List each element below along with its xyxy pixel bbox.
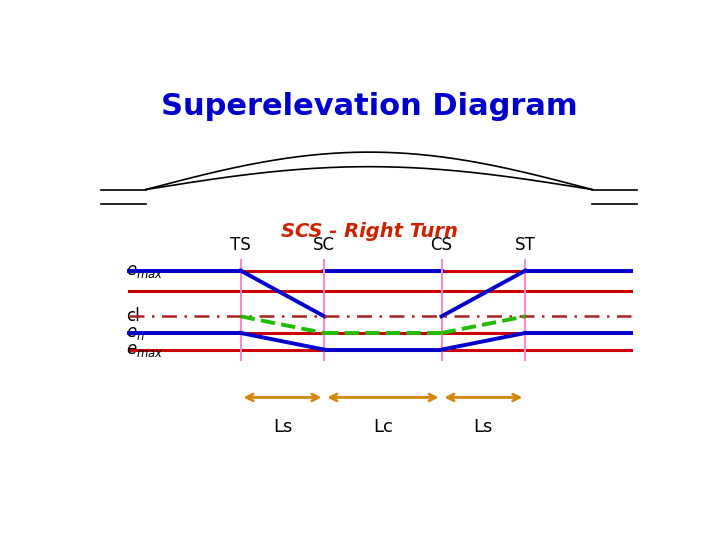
Text: Ls: Ls bbox=[273, 418, 292, 436]
Text: $e_{max}$: $e_{max}$ bbox=[126, 261, 164, 280]
Text: TS: TS bbox=[230, 236, 251, 254]
Text: cl: cl bbox=[126, 307, 140, 326]
Text: $e_n$: $e_n$ bbox=[126, 324, 145, 342]
Text: $e_{max}$: $e_{max}$ bbox=[126, 341, 164, 359]
Text: Lc: Lc bbox=[373, 418, 393, 436]
Text: Ls: Ls bbox=[474, 418, 493, 436]
Text: Superelevation Diagram: Superelevation Diagram bbox=[161, 92, 577, 121]
Text: ST: ST bbox=[515, 236, 536, 254]
Text: CS: CS bbox=[431, 236, 453, 254]
Text: SC: SC bbox=[313, 236, 336, 254]
Text: SCS - Right Turn: SCS - Right Turn bbox=[281, 221, 457, 241]
